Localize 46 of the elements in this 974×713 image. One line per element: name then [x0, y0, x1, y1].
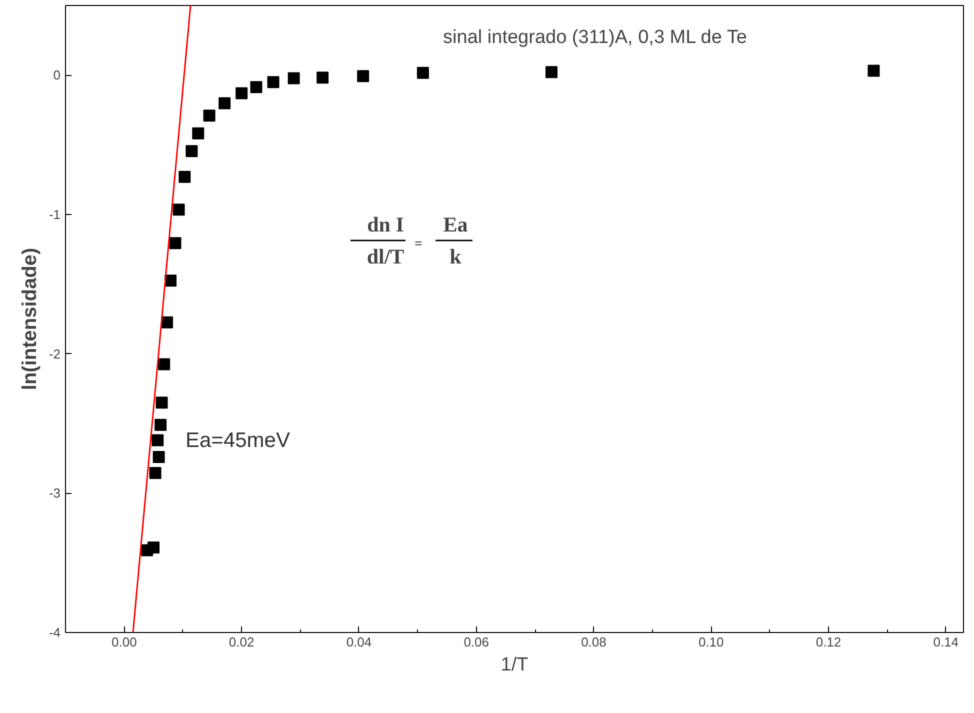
- y-tick-label: -2: [48, 346, 61, 362]
- annotation: k: [450, 244, 462, 268]
- y-axis-title: ln(intensidade): [18, 248, 41, 390]
- point: [156, 396, 168, 409]
- point: [172, 204, 185, 216]
- point: [203, 110, 216, 122]
- point: [316, 72, 329, 84]
- x-tick-label: 0.12: [816, 634, 842, 650]
- annotation: dl/T: [366, 244, 404, 268]
- point: [186, 145, 198, 158]
- point: [218, 97, 231, 110]
- x-tick-label: 0.10: [698, 634, 724, 650]
- x-tick-label: 0.14: [933, 634, 959, 650]
- y-tick-label: 0: [53, 68, 61, 83]
- point: [149, 466, 162, 479]
- point: [161, 316, 174, 328]
- y-tick-label: -1: [48, 207, 61, 222]
- text: sinal integrado (311)A, 0,3 ML de Te: [443, 27, 747, 48]
- annotation: Ea=45meV: [186, 429, 290, 452]
- point: [416, 66, 429, 79]
- x-tick-label: 0.00: [112, 634, 137, 650]
- point: [154, 418, 167, 431]
- x-tick-label: 0.06: [464, 634, 490, 650]
- point: [158, 358, 170, 370]
- x-axis-title: 1/T: [500, 654, 529, 676]
- point: [178, 170, 191, 183]
- point: [169, 237, 182, 250]
- annotation: Ea: [443, 212, 468, 236]
- point: [152, 434, 164, 446]
- x-tick-label: 0.02: [228, 634, 254, 650]
- x-tick-label: 0.08: [581, 634, 606, 650]
- x-tick-label: 0.04: [346, 634, 372, 650]
- y-tick-label: -4: [48, 625, 61, 640]
- annotation: =: [414, 237, 423, 252]
- point: [148, 542, 160, 554]
- point: [236, 87, 248, 100]
- point: [250, 81, 262, 94]
- y-tick-label: -3: [48, 486, 61, 501]
- point: [192, 127, 204, 140]
- point: [267, 76, 280, 88]
- point: [152, 450, 165, 463]
- point: [357, 70, 370, 82]
- point: [545, 66, 558, 78]
- point: [288, 72, 300, 84]
- annotation: dn I: [367, 212, 404, 236]
- point: [868, 64, 880, 77]
